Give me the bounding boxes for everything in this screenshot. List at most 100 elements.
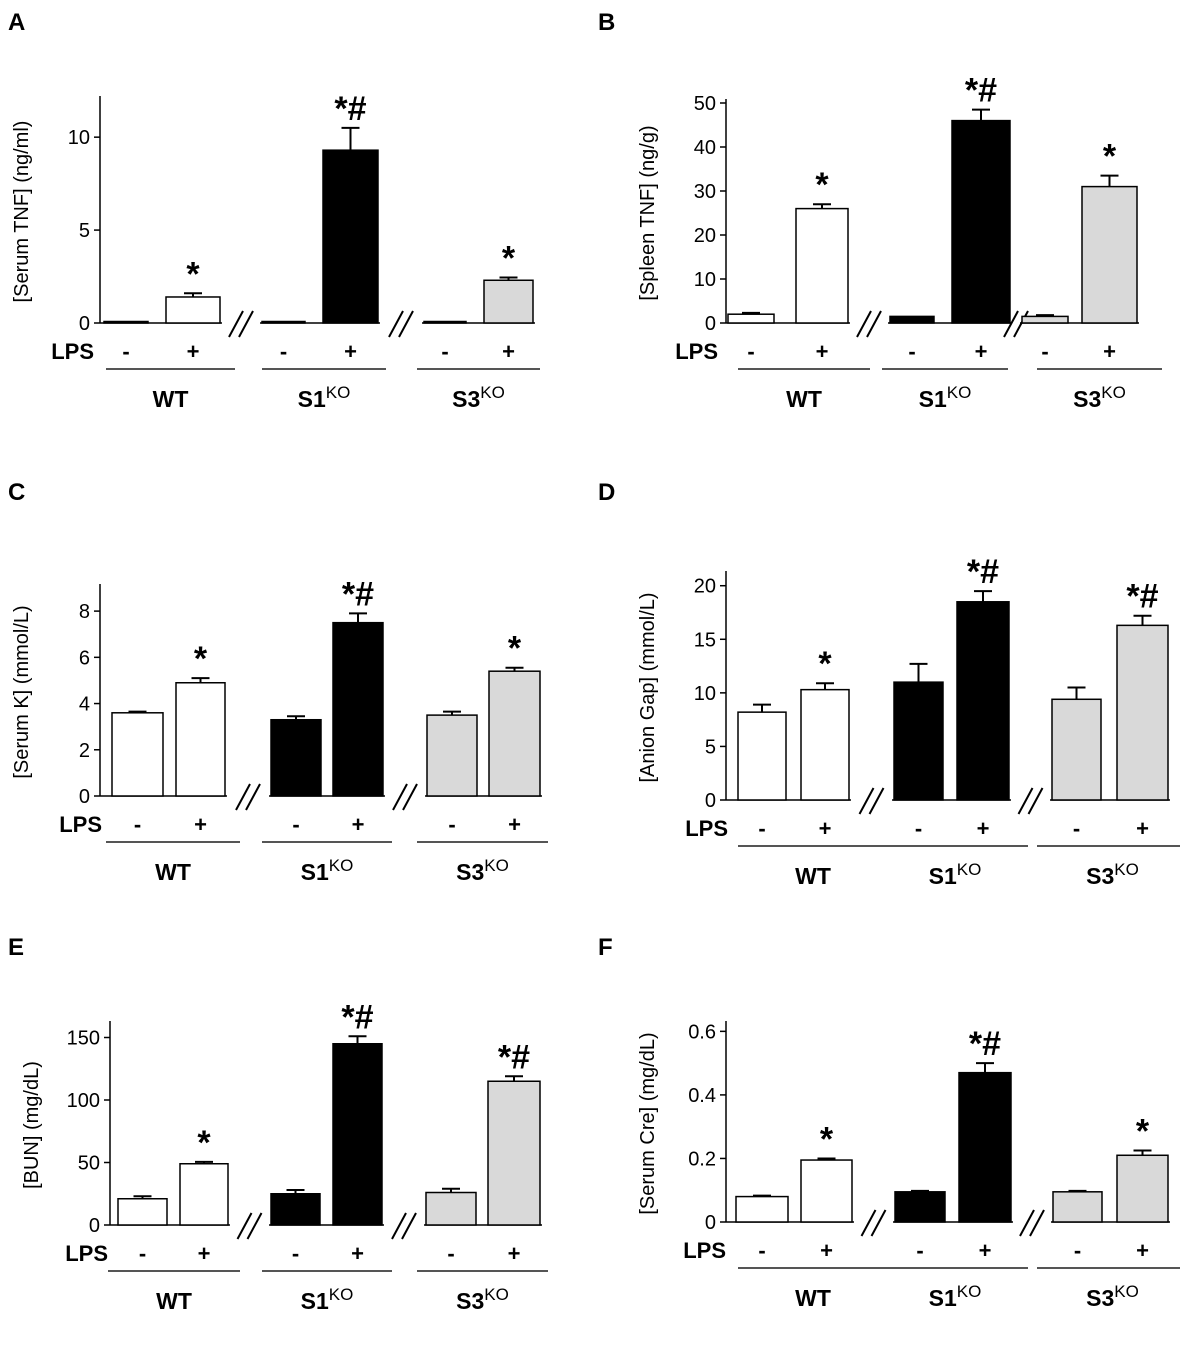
lps-label: LPS xyxy=(51,339,94,364)
lps-plus-label: + xyxy=(1136,816,1149,841)
panel-letter: E xyxy=(8,934,24,961)
significance-marker: * xyxy=(502,239,516,277)
group-name: S3 xyxy=(452,386,480,412)
y-tick-label: 8 xyxy=(79,601,90,623)
group-superscript: KO xyxy=(480,383,505,402)
bar-s1ko-lps-plus xyxy=(958,1071,1012,1223)
axis-break-stroke xyxy=(856,310,872,338)
y-tick-label: 5 xyxy=(705,736,716,758)
lps-plus-label: + xyxy=(187,339,200,364)
bar-wt-lps-plus xyxy=(165,296,221,324)
significance-marker: *# xyxy=(342,575,374,613)
group-name: WT xyxy=(156,1288,192,1314)
group-label-wt: WT xyxy=(156,1288,192,1314)
group-label-s1ko: S1KO xyxy=(301,856,354,885)
axis-break-stroke xyxy=(1013,310,1029,338)
group-label-s1ko: S1KO xyxy=(301,1285,354,1314)
significance-marker: *# xyxy=(969,1025,1001,1063)
y-tick-label: 5 xyxy=(79,220,90,242)
panel-letter: C xyxy=(8,479,25,506)
axis-break-stroke xyxy=(1017,787,1034,815)
bar-wt-lps-minus xyxy=(735,1195,789,1223)
bar-s1ko-lps-minus xyxy=(270,1193,321,1226)
bar-s1ko-lps-plus xyxy=(956,601,1010,801)
axis-break xyxy=(236,1212,263,1240)
lps-minus-label: - xyxy=(292,812,299,837)
lps-plus-label: + xyxy=(977,816,990,841)
bar-wt-lps-minus xyxy=(727,313,775,324)
bar-s3ko-lps-plus xyxy=(483,279,534,324)
group-label-s3ko: S3KO xyxy=(1073,383,1126,412)
lps-plus-label: + xyxy=(194,812,207,837)
group-superscript: KO xyxy=(484,856,509,875)
lps-plus-label: + xyxy=(1103,339,1116,364)
panel-letter: B xyxy=(598,9,615,36)
group-name: S3 xyxy=(1073,386,1101,412)
group-label-s1ko: S1KO xyxy=(929,1282,982,1311)
y-axis-label: [BUN] (mg/dL) xyxy=(21,1061,43,1189)
group-label-s3ko: S3KO xyxy=(452,383,505,412)
group-label-s3ko: S3KO xyxy=(1086,860,1139,889)
axis-break-stroke xyxy=(238,310,254,338)
axis-break-stroke xyxy=(391,1212,407,1240)
axis-break-stroke xyxy=(392,783,408,811)
axis-break xyxy=(392,783,418,811)
significance-marker: *# xyxy=(334,90,366,128)
group-label-s1ko: S1KO xyxy=(919,383,972,412)
lps-plus-label: + xyxy=(1136,1238,1149,1263)
group-name: WT xyxy=(795,1285,831,1311)
group-label-wt: WT xyxy=(155,859,191,885)
y-tick-label: 2 xyxy=(79,740,90,762)
axis-break-stroke xyxy=(1029,1209,1045,1237)
significance-marker: * xyxy=(1103,138,1117,176)
bar-s3ko-lps-plus xyxy=(1116,624,1169,801)
axis-break-stroke xyxy=(858,787,875,815)
bar-s3ko-lps-minus xyxy=(423,320,467,324)
lps-plus-label: + xyxy=(502,339,515,364)
group-name: WT xyxy=(786,386,822,412)
y-tick-label: 0 xyxy=(89,1215,100,1237)
lps-minus-label: - xyxy=(134,812,141,837)
y-tick-label: 0 xyxy=(79,786,90,808)
bar-s1ko-lps-minus xyxy=(270,718,322,797)
y-tick-label: 15 xyxy=(694,629,716,651)
y-tick-label: 50 xyxy=(78,1153,100,1175)
y-tick-label: 0 xyxy=(705,1212,716,1234)
bar-wt-lps-minus xyxy=(737,711,787,801)
axis-break-stroke xyxy=(236,1212,253,1240)
axis-break-stroke xyxy=(860,1209,877,1237)
lps-minus-label: - xyxy=(916,1238,923,1263)
significance-marker: * xyxy=(508,630,522,668)
axis-break-stroke xyxy=(870,1209,887,1237)
axis-break-stroke xyxy=(1003,310,1019,338)
bar-s1ko-lps-plus xyxy=(332,1043,383,1226)
group-label-wt: WT xyxy=(795,863,831,889)
lps-minus-label: - xyxy=(122,339,129,364)
axis-break-stroke xyxy=(235,783,251,811)
lps-plus-label: + xyxy=(198,1241,211,1266)
group-superscript: KO xyxy=(957,1282,982,1301)
significance-marker: * xyxy=(194,640,208,678)
axis-break-stroke xyxy=(401,1212,417,1240)
bar-wt-lps-minus xyxy=(103,320,149,324)
group-name: S3 xyxy=(456,1288,484,1314)
group-name: S3 xyxy=(456,859,484,885)
y-tick-label: 4 xyxy=(79,694,90,716)
bar-s3ko-lps-plus xyxy=(487,1080,541,1226)
lps-plus-label: + xyxy=(820,1238,833,1263)
lps-minus-label: - xyxy=(915,816,922,841)
group-superscript: KO xyxy=(1114,860,1139,879)
group-name: S1 xyxy=(301,1288,329,1314)
axis-break xyxy=(1017,787,1044,815)
y-tick-label: 0 xyxy=(705,313,716,335)
bar-s3ko-lps-minus xyxy=(1021,315,1069,324)
group-name: S1 xyxy=(301,859,329,885)
y-tick-label: 150 xyxy=(67,1028,100,1050)
axis-break xyxy=(860,1209,887,1237)
axis-break-stroke xyxy=(228,310,244,338)
significance-marker: *# xyxy=(965,72,997,110)
lps-minus-label: - xyxy=(758,1238,765,1263)
significance-marker: * xyxy=(818,645,832,683)
chart-panel-f: F [Serum Cre] (mg/dL) 0 0.2 0.4 0.6 * *# * LPS - + -… xyxy=(598,934,1180,1311)
group-superscript: KO xyxy=(1114,1282,1139,1301)
